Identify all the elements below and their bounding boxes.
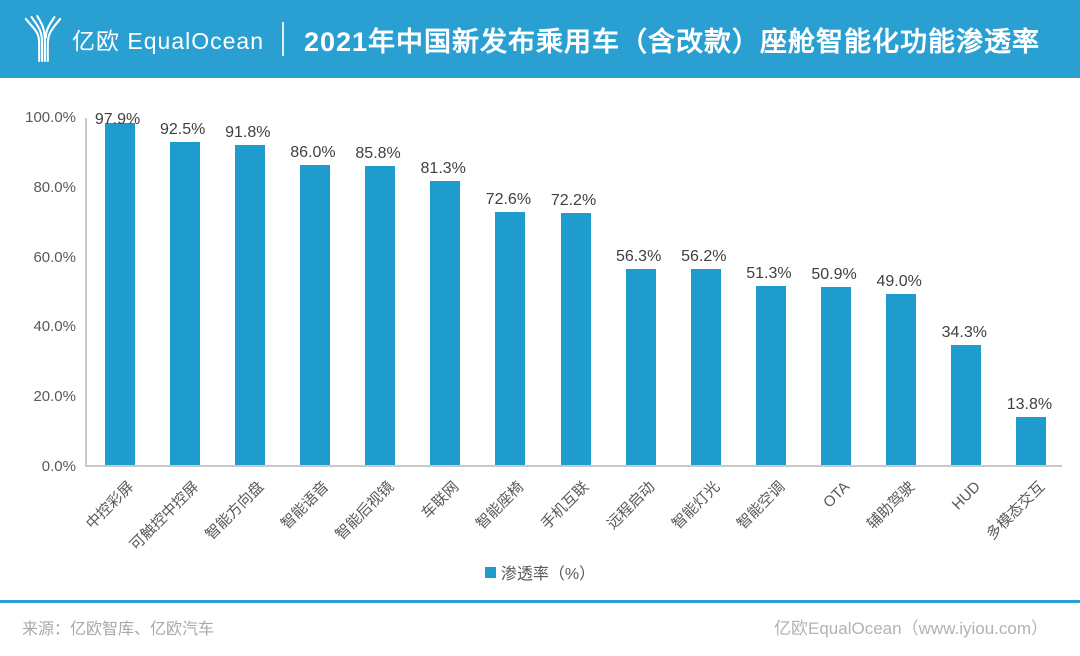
- bar-辅助驾驶: [886, 294, 917, 465]
- bar-智能方向盘: [234, 144, 265, 465]
- bar-可触控中控屏: [169, 142, 200, 465]
- header-bar: 亿欧 EqualOcean 2021年中国新发布乘用车（含改款）座舱智能化功能渗…: [0, 0, 1080, 78]
- bar-value-label: 86.0%: [290, 143, 336, 161]
- bar-智能座椅: [495, 211, 526, 465]
- equalocean-logo-icon: [22, 14, 64, 64]
- bar-中控彩屏: [104, 123, 135, 465]
- bar-value-label: 51.3%: [746, 264, 792, 282]
- bar-value-label: 97.9%: [94, 111, 141, 128]
- x-axis-category-label: 可触控中控屏: [126, 478, 203, 554]
- footer-source-text: 来源：亿欧智库、亿欧汽车: [22, 621, 215, 638]
- y-axis-tick-label: 0.0%: [41, 458, 76, 475]
- bar-value-label: 85.8%: [355, 144, 401, 162]
- bar-value-label: 91.8%: [225, 123, 271, 141]
- y-axis-tick-label: 80.0%: [33, 178, 76, 196]
- legend-swatch: [484, 566, 496, 578]
- bar-远程启动: [625, 268, 656, 465]
- bar-智能空调: [755, 285, 786, 465]
- y-axis-tick-label: 40.0%: [33, 318, 76, 336]
- bar-HUD: [951, 345, 982, 465]
- plot-area: [85, 118, 1062, 467]
- bar-智能语音: [299, 164, 330, 465]
- y-axis-tick-label: 20.0%: [33, 388, 76, 406]
- y-axis-tick-label: 100.0%: [25, 109, 76, 126]
- bar-value-label: 72.6%: [485, 190, 532, 208]
- bar-value-label: 50.9%: [811, 266, 857, 284]
- bar-OTA: [821, 287, 852, 465]
- x-axis-category-label: 车联网: [418, 478, 463, 523]
- x-axis-category-label: 智能灯光: [668, 478, 724, 533]
- legend-label: 渗透率（%）: [500, 566, 596, 583]
- x-axis-category-label: 远程启动: [603, 478, 658, 533]
- header-divider: [281, 22, 284, 56]
- bar-value-label: 13.8%: [1006, 395, 1053, 413]
- logo-text: 亿欧 EqualOcean: [72, 28, 264, 54]
- x-axis-category-label: 智能空调: [733, 478, 789, 533]
- bar-chart: 渗透率（%） 0.0% 20.0% 40.0% 60.0% 80.0% 100.0% 97.…: [0, 78, 1080, 600]
- page-title: 2021年中国新发布乘用车（含改款）座舱智能化功能渗透率: [303, 26, 1041, 57]
- bar-value-label: 72.2%: [550, 192, 597, 210]
- bar-多模态交互: [1016, 416, 1047, 465]
- x-axis-category-label: 手机互联: [538, 478, 593, 533]
- bar-value-label: 92.5%: [160, 121, 206, 139]
- x-axis-category-label: 智能后视镜: [332, 478, 398, 544]
- bar-value-label: 81.3%: [420, 160, 466, 178]
- bar-车联网: [430, 181, 461, 465]
- x-axis-category-label: 智能方向盘: [202, 478, 268, 544]
- bar-value-label: 49.0%: [876, 272, 922, 290]
- bar-value-label: 56.3%: [615, 247, 662, 265]
- x-axis-category-label: 智能座椅: [473, 478, 528, 533]
- footer-site-text: 亿欧EqualOcean（www.iyiou.com）: [774, 619, 1048, 638]
- x-axis-category-label: 辅助驾驶: [864, 478, 919, 533]
- bar-手机互联: [560, 213, 591, 465]
- x-axis-category-label: HUD: [948, 478, 984, 514]
- x-axis-category-label: 多模态交互: [983, 478, 1049, 544]
- footer-accent-line: [0, 600, 1080, 603]
- chart-legend: 渗透率（%）: [0, 560, 1080, 584]
- bar-智能灯光: [690, 268, 721, 465]
- x-axis-category-label: 中控彩屏: [82, 478, 137, 533]
- x-axis-category-label: OTA: [820, 478, 854, 512]
- bar-value-label: 34.3%: [941, 324, 987, 342]
- bar-value-label: 56.2%: [681, 247, 727, 265]
- bar-智能后视镜: [365, 165, 396, 465]
- equalocean-logo: 亿欧 EqualOcean: [22, 14, 264, 64]
- y-axis-tick-label: 60.0%: [33, 248, 76, 266]
- x-axis-category-label: 智能语音: [277, 478, 333, 533]
